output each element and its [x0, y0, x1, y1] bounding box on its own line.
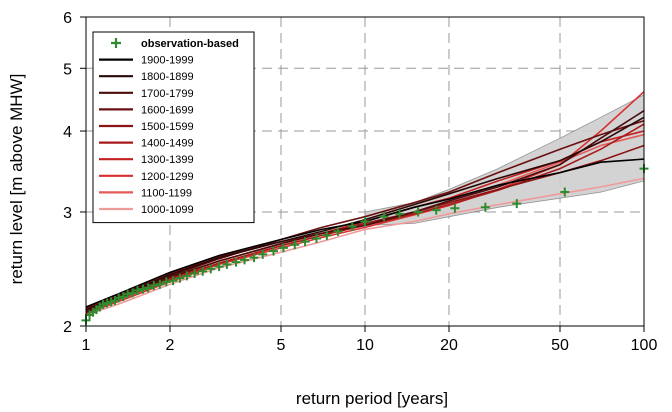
- observation-point: [379, 212, 389, 222]
- observation-point: [168, 276, 178, 286]
- x-tick-label: 20: [440, 337, 458, 354]
- x-tick-label: 10: [356, 337, 374, 354]
- legend-label: 1800-1899: [141, 71, 194, 83]
- legend-label: 1500-1599: [141, 121, 194, 133]
- x-tick-label: 5: [277, 337, 286, 354]
- observation-point: [190, 269, 200, 279]
- observation-point: [360, 216, 370, 226]
- observation-point: [128, 288, 138, 298]
- observation-point: [123, 289, 133, 299]
- observation-point: [102, 298, 112, 308]
- observation-point: [198, 266, 208, 276]
- legend: observation-based 1900-1999 1800-1899 1700-…: [92, 31, 255, 224]
- observation-point: [450, 203, 460, 213]
- observation-point: [480, 202, 490, 212]
- observation-point: [114, 293, 124, 303]
- observation-point: [138, 284, 148, 294]
- observation-point: [512, 199, 522, 209]
- observation-point: [161, 277, 171, 287]
- observation-point: [175, 273, 185, 283]
- x-tick-label: 1: [82, 337, 91, 354]
- observation-point: [269, 246, 279, 256]
- observation-point: [322, 230, 332, 240]
- observation-point: [231, 257, 241, 267]
- y-tick-label: 2: [63, 319, 72, 336]
- y-tick-label: 4: [63, 124, 72, 141]
- y-tick-label: 6: [63, 10, 72, 27]
- legend-label: observation-based: [141, 38, 239, 50]
- observation-points-layer: [81, 164, 649, 325]
- x-axis-label: return period [years]: [296, 389, 448, 408]
- observation-point: [290, 240, 300, 250]
- legend-label: 1200-1299: [141, 171, 194, 183]
- observation-point: [143, 283, 153, 293]
- observation-point: [278, 243, 288, 253]
- observation-point: [206, 264, 216, 274]
- observation-point: [214, 262, 224, 272]
- legend-label: 1400-1499: [141, 138, 194, 150]
- legend-label: 1700-1799: [141, 88, 194, 100]
- legend-box: [92, 31, 255, 224]
- observation-point: [431, 205, 441, 215]
- observation-point: [240, 255, 250, 265]
- observation-point: [155, 279, 165, 289]
- x-tick-label: 2: [166, 337, 175, 354]
- y-axis-label: return level [m above MHW]: [7, 74, 26, 285]
- observation-point: [182, 271, 192, 281]
- observation-point: [413, 207, 423, 217]
- observation-point: [311, 233, 321, 243]
- observation-point: [395, 209, 405, 219]
- legend-label: 1600-1699: [141, 104, 194, 116]
- observation-point: [333, 226, 343, 236]
- y-axis-ticks: 2 3 4 5 6: [63, 10, 86, 336]
- observation-point: [249, 253, 259, 263]
- y-tick-label: 3: [63, 205, 72, 222]
- series-line: [85, 177, 645, 316]
- legend-label: 1100-1199: [141, 187, 192, 199]
- observation-point: [300, 237, 310, 247]
- series-line: [85, 119, 645, 312]
- observation-point: [133, 285, 143, 295]
- observation-point: [560, 187, 570, 197]
- observation-point: [98, 299, 108, 309]
- observation-point: [149, 280, 159, 290]
- legend-label: 1300-1399: [141, 154, 194, 166]
- observation-point: [222, 259, 232, 269]
- x-axis-ticks: 1 2 5 10 20 50 100: [82, 326, 658, 354]
- observation-point: [347, 221, 357, 231]
- y-tick-label: 5: [63, 61, 72, 78]
- legend-label: 1000-1099: [141, 204, 194, 216]
- observation-point: [258, 249, 268, 259]
- x-tick-label: 100: [631, 337, 658, 354]
- x-tick-label: 50: [551, 337, 569, 354]
- legend-swatch-marker: [111, 38, 121, 48]
- legend-label: 1900-1999: [141, 55, 194, 67]
